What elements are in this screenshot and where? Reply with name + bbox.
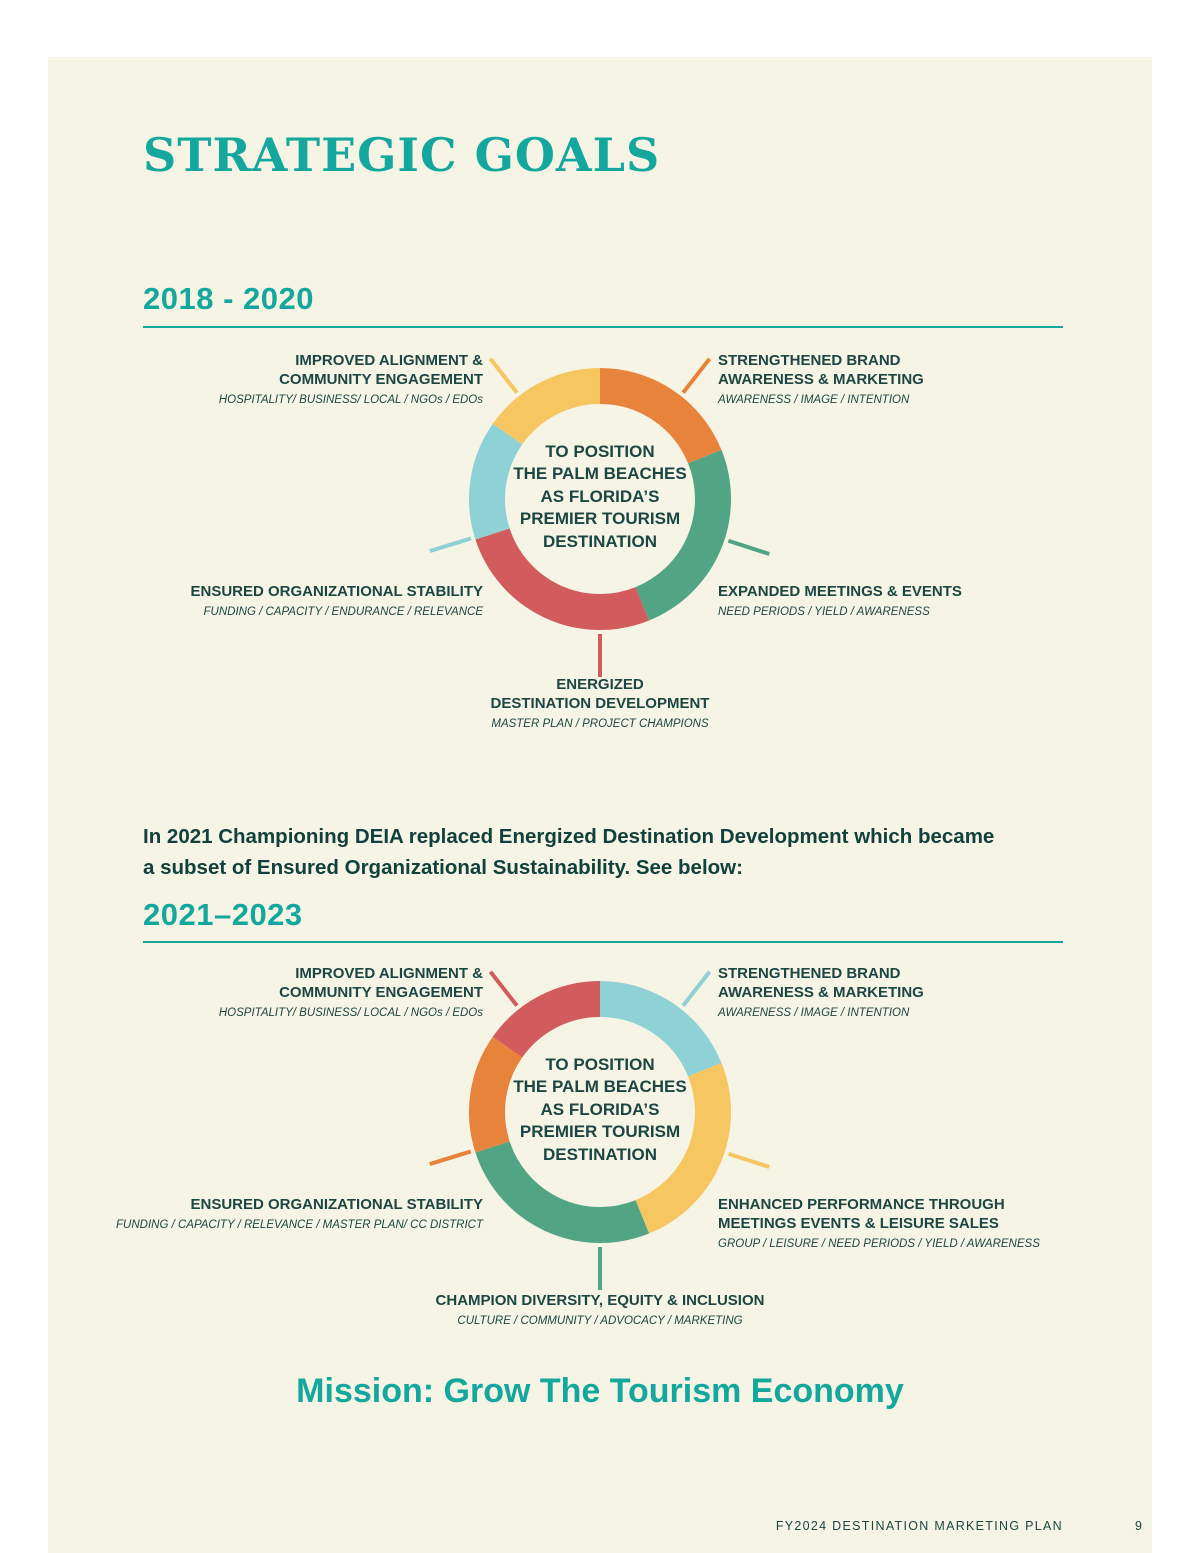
goal-title: CHAMPION DIVERSITY, EQUITY & INCLUSION [435, 1292, 765, 1309]
goal-title: EXPANDED MEETINGS & EVENTS [718, 583, 962, 600]
donut-segment-top-right [599, 981, 722, 1077]
section-rule-2021-2023 [143, 941, 1063, 943]
page-title: STRATEGIC GOALS [143, 128, 661, 182]
goal-subtitle: GROUP / LEISURE / NEED PERIODS / YIELD /… [718, 1237, 1040, 1250]
donut-center-text-2018-2020: TO POSITION THE PALM BEACHES AS FLORIDA’… [513, 442, 687, 551]
donut-segment-top-left [492, 368, 601, 445]
callout-line-left [429, 1149, 472, 1166]
goal-title: IMPROVED ALIGNMENT & COMMUNITY ENGAGEMEN… [279, 352, 483, 388]
donut-segment-top-right [599, 368, 722, 464]
page-background [48, 57, 1152, 1553]
goal-subtitle: CULTURE / COMMUNITY / ADVOCACY / MARKETI… [457, 1314, 743, 1327]
callout-line-top-right [681, 970, 712, 1007]
goal-label-improved-alignment-2021: IMPROVED ALIGNMENT & COMMUNITY ENGAGEMEN… [170, 965, 483, 1020]
goal-subtitle: AWARENESS / IMAGE / INTENTION [718, 393, 910, 406]
goal-subtitle: HOSPITALITY/ BUSINESS/ LOCAL / NGOs / ED… [218, 1006, 483, 1019]
note-text: In 2021 Championing DEIA replaced Energi… [143, 825, 995, 879]
donut-segment-left [469, 1036, 523, 1153]
section-rule-2018-2020 [143, 326, 1063, 328]
callout-line-left [429, 536, 472, 553]
goal-label-energized-destination-2018: ENERGIZED DESTINATION DEVELOPMENT MASTER… [440, 676, 760, 731]
donut-segment-bottom [475, 527, 650, 630]
goal-subtitle: FUNDING / CAPACITY / ENDURANCE / RELEVAN… [203, 605, 483, 618]
goal-subtitle: NEED PERIODS / YIELD / AWARENESS [718, 605, 930, 618]
donut-diagram-2018-2020 [429, 357, 770, 677]
goal-subtitle: MASTER PLAN / PROJECT CHAMPIONS [491, 717, 709, 730]
goal-subtitle: AWARENESS / IMAGE / INTENTION [718, 1006, 910, 1019]
callout-line-right [727, 1151, 770, 1169]
goal-title: IMPROVED ALIGNMENT & COMMUNITY ENGAGEMEN… [279, 965, 483, 1001]
goal-title: STRENGTHENED BRAND AWARENESS & MARKETING [718, 965, 924, 1001]
page-number: 9 [1135, 1519, 1142, 1533]
goal-title: ENSURED ORGANIZATIONAL STABILITY [190, 583, 484, 600]
mission-statement: Mission: Grow The Tourism Economy [296, 1372, 904, 1410]
goal-title: ENERGIZED DESTINATION DEVELOPMENT [490, 676, 710, 712]
callout-line-right [727, 538, 770, 556]
goal-title: ENSURED ORGANIZATIONAL STABILITY [190, 1196, 484, 1213]
donut-segment-left [469, 423, 523, 540]
callout-line-top-right [681, 357, 712, 394]
donut-segment-bottom [475, 1140, 650, 1243]
footer-text: FY2024 DESTINATION MARKETING PLAN [775, 1519, 1063, 1533]
goal-title: ENHANCED PERFORMANCE THROUGH MEETINGS EV… [718, 1196, 1005, 1232]
section-heading-2021-2023: 2021–2023 [143, 897, 303, 932]
donut-segment-right [635, 1062, 731, 1234]
section-heading-2018-2020: 2018 - 2020 [143, 281, 314, 316]
goal-label-strengthened-brand-2021: STRENGTHENED BRAND AWARENESS & MARKETING… [718, 965, 1048, 1020]
goal-label-strengthened-brand-2018: STRENGTHENED BRAND AWARENESS & MARKETING… [718, 352, 1048, 407]
goal-subtitle: FUNDING / CAPACITY / RELEVANCE / MASTER … [116, 1218, 483, 1231]
donut-segment-right [635, 449, 731, 621]
callout-line-top-left [488, 970, 519, 1007]
goal-label-ensured-stability-2021: ENSURED ORGANIZATIONAL STABILITY FUNDING… [100, 1196, 483, 1233]
donut-center-text-2021-2023: TO POSITION THE PALM BEACHES AS FLORIDA’… [513, 1055, 687, 1164]
goal-title: STRENGTHENED BRAND AWARENESS & MARKETING [718, 352, 924, 388]
donut-diagram-2021-2023 [429, 970, 770, 1290]
goal-label-enhanced-performance-2021: ENHANCED PERFORMANCE THROUGH MEETINGS EV… [718, 1196, 1068, 1251]
goal-subtitle: HOSPITALITY/ BUSINESS/ LOCAL / NGOs / ED… [218, 393, 483, 406]
goal-label-expanded-meetings-2018: EXPANDED MEETINGS & EVENTS NEED PERIODS … [718, 583, 1048, 620]
donut-segment-top-left [492, 981, 601, 1058]
goal-label-champion-deia-2021: CHAMPION DIVERSITY, EQUITY & INCLUSION C… [400, 1292, 800, 1329]
callout-line-top-left [488, 357, 519, 394]
goal-label-improved-alignment-2018: IMPROVED ALIGNMENT & COMMUNITY ENGAGEMEN… [170, 352, 483, 407]
goal-label-ensured-stability-2018: ENSURED ORGANIZATIONAL STABILITY FUNDING… [140, 583, 484, 620]
